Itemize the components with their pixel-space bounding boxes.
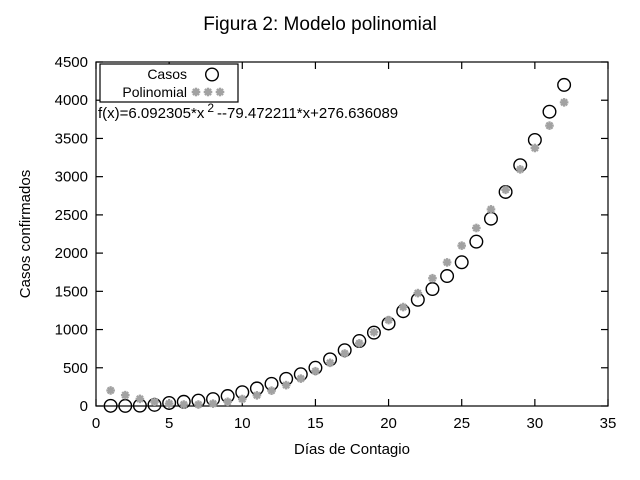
data-point-polinomial xyxy=(457,241,467,250)
data-point-polinomial xyxy=(515,165,525,174)
equation-label: f(x)=6.092305*x 2 --79.472211*x+276.636089 xyxy=(98,101,398,122)
legend-marker-casos-circle-icon xyxy=(204,67,219,82)
data-point-polinomial xyxy=(267,386,276,395)
data-point-polinomial xyxy=(311,366,320,376)
legend-marker-polinomial-asterisk-icon xyxy=(191,87,225,97)
y-tick-label: 500 xyxy=(63,360,88,377)
x-tick-label: 25 xyxy=(453,415,470,432)
data-point-casos xyxy=(440,269,455,284)
data-point-polinomial xyxy=(545,121,554,130)
y-tick-label: 0 xyxy=(80,398,88,415)
data-point-polinomial xyxy=(106,386,115,395)
y-tick-labels: 0 500 1000 1500 2000 2500 3000 3500 4000 4500 xyxy=(55,54,88,415)
chart-title: Figura 2: Modelo polinomial xyxy=(203,14,436,35)
data-point-casos xyxy=(103,398,118,413)
data-point-polinomial xyxy=(164,399,174,408)
data-point-casos xyxy=(425,282,440,297)
y-tick-label: 2500 xyxy=(55,207,88,224)
data-point-polinomial xyxy=(296,374,306,383)
data-point-casos xyxy=(557,77,572,92)
data-point-casos xyxy=(469,234,484,249)
data-point-polinomial xyxy=(413,288,423,298)
legend-label-casos: Casos xyxy=(147,66,187,82)
x-tick-label: 5 xyxy=(165,415,173,432)
data-point-polinomial xyxy=(281,380,291,390)
data-point-polinomial xyxy=(223,397,232,407)
data-point-casos xyxy=(454,255,469,270)
data-point-polinomial xyxy=(252,391,262,400)
data-point-polinomial xyxy=(384,315,393,325)
equation-suffix: --79.472211*x+276.636089 xyxy=(217,105,398,122)
data-point-polinomial xyxy=(203,87,213,97)
data-point-polinomial xyxy=(369,327,379,337)
x-tick-label: 0 xyxy=(92,415,100,432)
plot-border xyxy=(95,61,609,407)
x-axis-label: Días de Contagio xyxy=(294,441,410,458)
equation-exponent: 2 xyxy=(207,101,214,115)
data-point-polinomial xyxy=(179,400,189,409)
y-axis-label: Casos confirmados xyxy=(17,170,34,298)
data-point-casos xyxy=(483,211,498,226)
data-point-casos xyxy=(118,398,133,413)
data-point-polinomial xyxy=(501,185,510,195)
data-point-polinomial xyxy=(530,143,540,153)
data-point-polinomial xyxy=(340,349,349,358)
data-point-polinomial xyxy=(215,87,225,97)
data-point-casos xyxy=(542,104,557,119)
data-point-polinomial xyxy=(398,302,408,312)
data-point-polinomial xyxy=(325,358,335,368)
data-point-casos xyxy=(162,395,177,410)
data-point-polinomial xyxy=(208,399,218,408)
x-tick-label: 30 xyxy=(527,415,544,432)
legend-label-polinomial: Polinomial xyxy=(122,84,187,100)
x-tick-label: 15 xyxy=(307,415,324,432)
x-tick-label: 35 xyxy=(600,415,617,432)
data-point-casos xyxy=(366,325,381,340)
data-point-casos xyxy=(204,67,219,82)
x-tick-labels: 0 5 10 15 20 25 30 35 xyxy=(92,415,617,432)
y-tick-label: 1000 xyxy=(55,322,88,339)
x-tick-label: 10 xyxy=(234,415,251,432)
data-point-polinomial xyxy=(428,273,437,283)
y-tick-label: 3000 xyxy=(55,169,88,186)
legend-box xyxy=(99,63,239,103)
data-point-polinomial xyxy=(150,397,159,407)
data-point-polinomial xyxy=(237,394,247,404)
data-point-polinomial xyxy=(486,205,496,214)
data-point-polinomial xyxy=(135,394,145,404)
data-point-polinomial xyxy=(442,258,452,267)
legend: Casos Polinomial xyxy=(99,63,239,103)
y-tick-label: 1500 xyxy=(55,283,88,300)
equation-prefix: f(x)=6.092305*x xyxy=(98,105,205,122)
data-point-polinomial xyxy=(355,339,364,348)
data-point-polinomial xyxy=(559,98,569,107)
y-tick-label: 2000 xyxy=(55,245,88,262)
y-tick-label: 4500 xyxy=(55,54,88,71)
x-tick-label: 20 xyxy=(380,415,397,432)
y-tick-label: 3500 xyxy=(55,130,88,147)
data-point-polinomial xyxy=(194,400,203,409)
data-point-polinomial xyxy=(472,223,481,233)
series-casos-points xyxy=(103,77,572,413)
series-polinomial-points xyxy=(106,98,569,409)
data-point-polinomial xyxy=(191,87,201,97)
y-tick-label: 4000 xyxy=(55,92,88,109)
data-point-polinomial xyxy=(120,390,130,400)
